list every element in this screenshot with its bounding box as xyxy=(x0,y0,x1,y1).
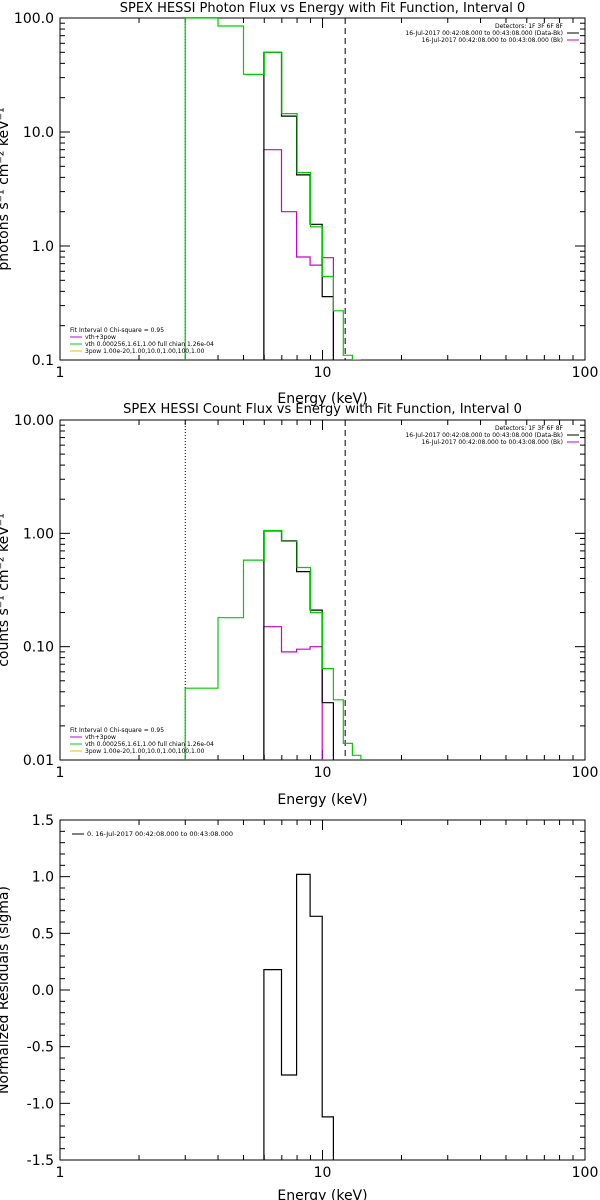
background-series xyxy=(263,149,334,360)
x-tick-label: 100 xyxy=(572,1165,599,1181)
y-axis-label: photons s⁻¹ cm⁻² keV⁻¹ xyxy=(0,107,12,270)
y-tick-label: 0.0 xyxy=(32,983,54,999)
y-tick-label: -1.5 xyxy=(27,1153,54,1169)
x-tick-label: 100 xyxy=(572,765,599,781)
legend-text: 0. 16-Jul-2017 00:42:08.000 to 00:43:08.… xyxy=(87,830,233,838)
x-tick-label: 1 xyxy=(56,365,65,381)
chart-title: SPEX HESSI Photon Flux vs Energy with Fi… xyxy=(120,1,526,16)
y-tick-label: 0.1 xyxy=(32,353,54,369)
x-axis-label: Energy (keV) xyxy=(277,391,367,407)
photon-flux-panel: SPEX HESSI Photon Flux vs Energy with Fi… xyxy=(0,1,598,407)
fit-function-series xyxy=(184,18,361,360)
x-tick-label: 10 xyxy=(314,1165,332,1181)
y-tick-label: 0.5 xyxy=(32,926,54,942)
legend-text: 16-Jul-2017 00:42:08.000 to 00:43:08.000… xyxy=(422,37,563,44)
y-tick-label: 0.10 xyxy=(23,640,54,656)
y-tick-label: 1.0 xyxy=(32,870,54,886)
legend-text: vth+3pow xyxy=(85,734,116,741)
count-flux-panel: SPEX HESSI Count Flux vs Energy with Fit… xyxy=(0,402,598,808)
y-axis-label: Normalized Residuals (sigma) xyxy=(0,886,12,1094)
legend-text: vth+3pow xyxy=(85,334,116,341)
plot-frame xyxy=(59,17,586,361)
x-axis-label: Energy (keV) xyxy=(277,1188,367,1200)
legend-text: Detectors: 1F 3F 6F 8F xyxy=(495,425,564,432)
legend-text: 3pow 1.00e-20,1.00,10.0,1.00,100,1.00 xyxy=(85,348,205,355)
legend-text: Fit Interval 0 Chi-square = 0.95 xyxy=(70,327,164,334)
y-tick-label: 10.0 xyxy=(23,125,54,141)
x-axis-label: Energy (keV) xyxy=(277,792,367,808)
legend-text: 16-Jul-2017 00:42:08.000 to 00:43:08.000… xyxy=(405,432,563,439)
data-minus-bk-series xyxy=(263,51,334,360)
y-tick-label: 0.01 xyxy=(23,753,54,769)
y-tick-label: 1.5 xyxy=(32,813,54,829)
y-tick-label: 100.0 xyxy=(14,11,54,27)
x-tick-label: 100 xyxy=(572,365,599,381)
y-tick-label: -1.0 xyxy=(27,1096,54,1112)
y-tick-label: -0.5 xyxy=(27,1040,54,1056)
legend-text: 16-Jul-2017 00:42:08.000 to 00:43:08.000… xyxy=(422,439,563,446)
y-tick-label: 1.00 xyxy=(23,526,54,542)
x-tick-label: 10 xyxy=(314,365,332,381)
legend-text: Detectors: 1F 3F 6F 8F xyxy=(495,23,564,30)
x-tick-label: 10 xyxy=(314,765,332,781)
residuals-series xyxy=(263,873,334,1160)
fit-function-series xyxy=(184,529,362,760)
chart-title: SPEX HESSI Count Flux vs Energy with Fit… xyxy=(123,402,522,417)
legend-text: vth 0.000256,1.61,1.00 full chian 1.26e-… xyxy=(85,341,214,348)
legend-text: 16-Jul-2017 00:42:08.000 to 00:43:08.000… xyxy=(405,30,563,37)
residuals-panel: 1 10 100 -1.5 -1.0 -0.5 0.0 0.5 1.0 1.5 Energy (ke… xyxy=(0,813,598,1200)
legend-text: Fit Interval 0 Chi-square = 0.95 xyxy=(70,727,164,734)
x-tick-label: 1 xyxy=(56,765,65,781)
y-tick-label: 10.00 xyxy=(14,413,54,429)
x-tick-label: 1 xyxy=(56,1165,65,1181)
legend-text: 3pow 1.00e-20,1.00,10.0,1.00,100,1.00 xyxy=(85,748,205,755)
legend-text: vth 0.000256,1.61,1.00 full chian 1.26e-… xyxy=(85,741,214,748)
y-axis-label: counts s⁻¹ cm⁻² keV⁻¹ xyxy=(0,513,12,667)
y-tick-label: 1.0 xyxy=(32,239,54,255)
